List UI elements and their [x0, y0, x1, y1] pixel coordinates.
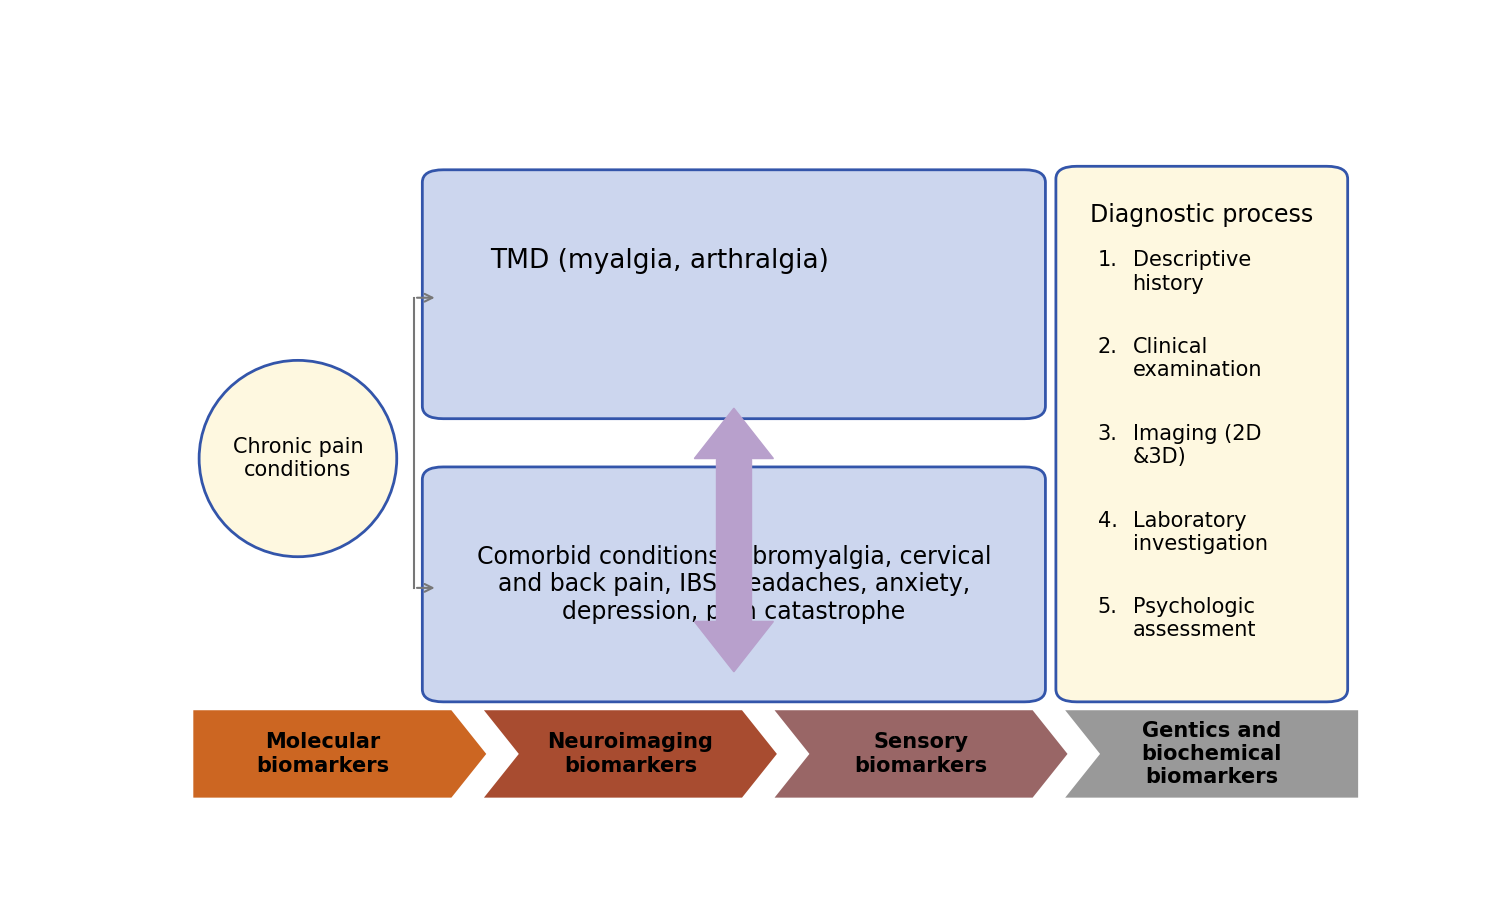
Polygon shape	[694, 409, 774, 459]
Text: Gentics and
biochemical
biomarkers: Gentics and biochemical biomarkers	[1142, 721, 1282, 787]
Text: Diagnostic process: Diagnostic process	[1090, 203, 1314, 227]
Text: Chronic pain
conditions: Chronic pain conditions	[232, 437, 363, 480]
Polygon shape	[484, 710, 777, 797]
Text: Imaging (2D
&3D): Imaging (2D &3D)	[1132, 424, 1262, 467]
Text: Descriptive
history: Descriptive history	[1132, 251, 1251, 293]
Text: 3.: 3.	[1098, 424, 1118, 444]
Text: Neuroimaging
biomarkers: Neuroimaging biomarkers	[548, 733, 714, 775]
Ellipse shape	[200, 360, 396, 557]
FancyBboxPatch shape	[423, 170, 1046, 419]
FancyBboxPatch shape	[423, 467, 1046, 702]
Text: 2.: 2.	[1098, 337, 1118, 357]
Text: Clinical
examination: Clinical examination	[1132, 337, 1262, 380]
Text: 1.: 1.	[1098, 251, 1118, 271]
Text: Laboratory
investigation: Laboratory investigation	[1132, 510, 1268, 554]
Text: Psychologic
assessment: Psychologic assessment	[1132, 597, 1256, 640]
Polygon shape	[194, 710, 486, 797]
Text: TMD (myalgia, arthralgia): TMD (myalgia, arthralgia)	[489, 248, 828, 273]
Polygon shape	[774, 710, 1068, 797]
Text: Comorbid conditions (fibromyalgia, cervical
and back pain, IBS, headaches, anxie: Comorbid conditions (fibromyalgia, cervi…	[477, 545, 992, 624]
Text: 4.: 4.	[1098, 510, 1118, 530]
Text: 5.: 5.	[1098, 597, 1118, 617]
Text: Molecular
biomarkers: Molecular biomarkers	[256, 733, 388, 775]
Polygon shape	[694, 621, 774, 672]
Text: Sensory
biomarkers: Sensory biomarkers	[855, 733, 987, 775]
Polygon shape	[717, 459, 752, 621]
Polygon shape	[1065, 710, 1358, 797]
FancyBboxPatch shape	[1056, 166, 1347, 702]
